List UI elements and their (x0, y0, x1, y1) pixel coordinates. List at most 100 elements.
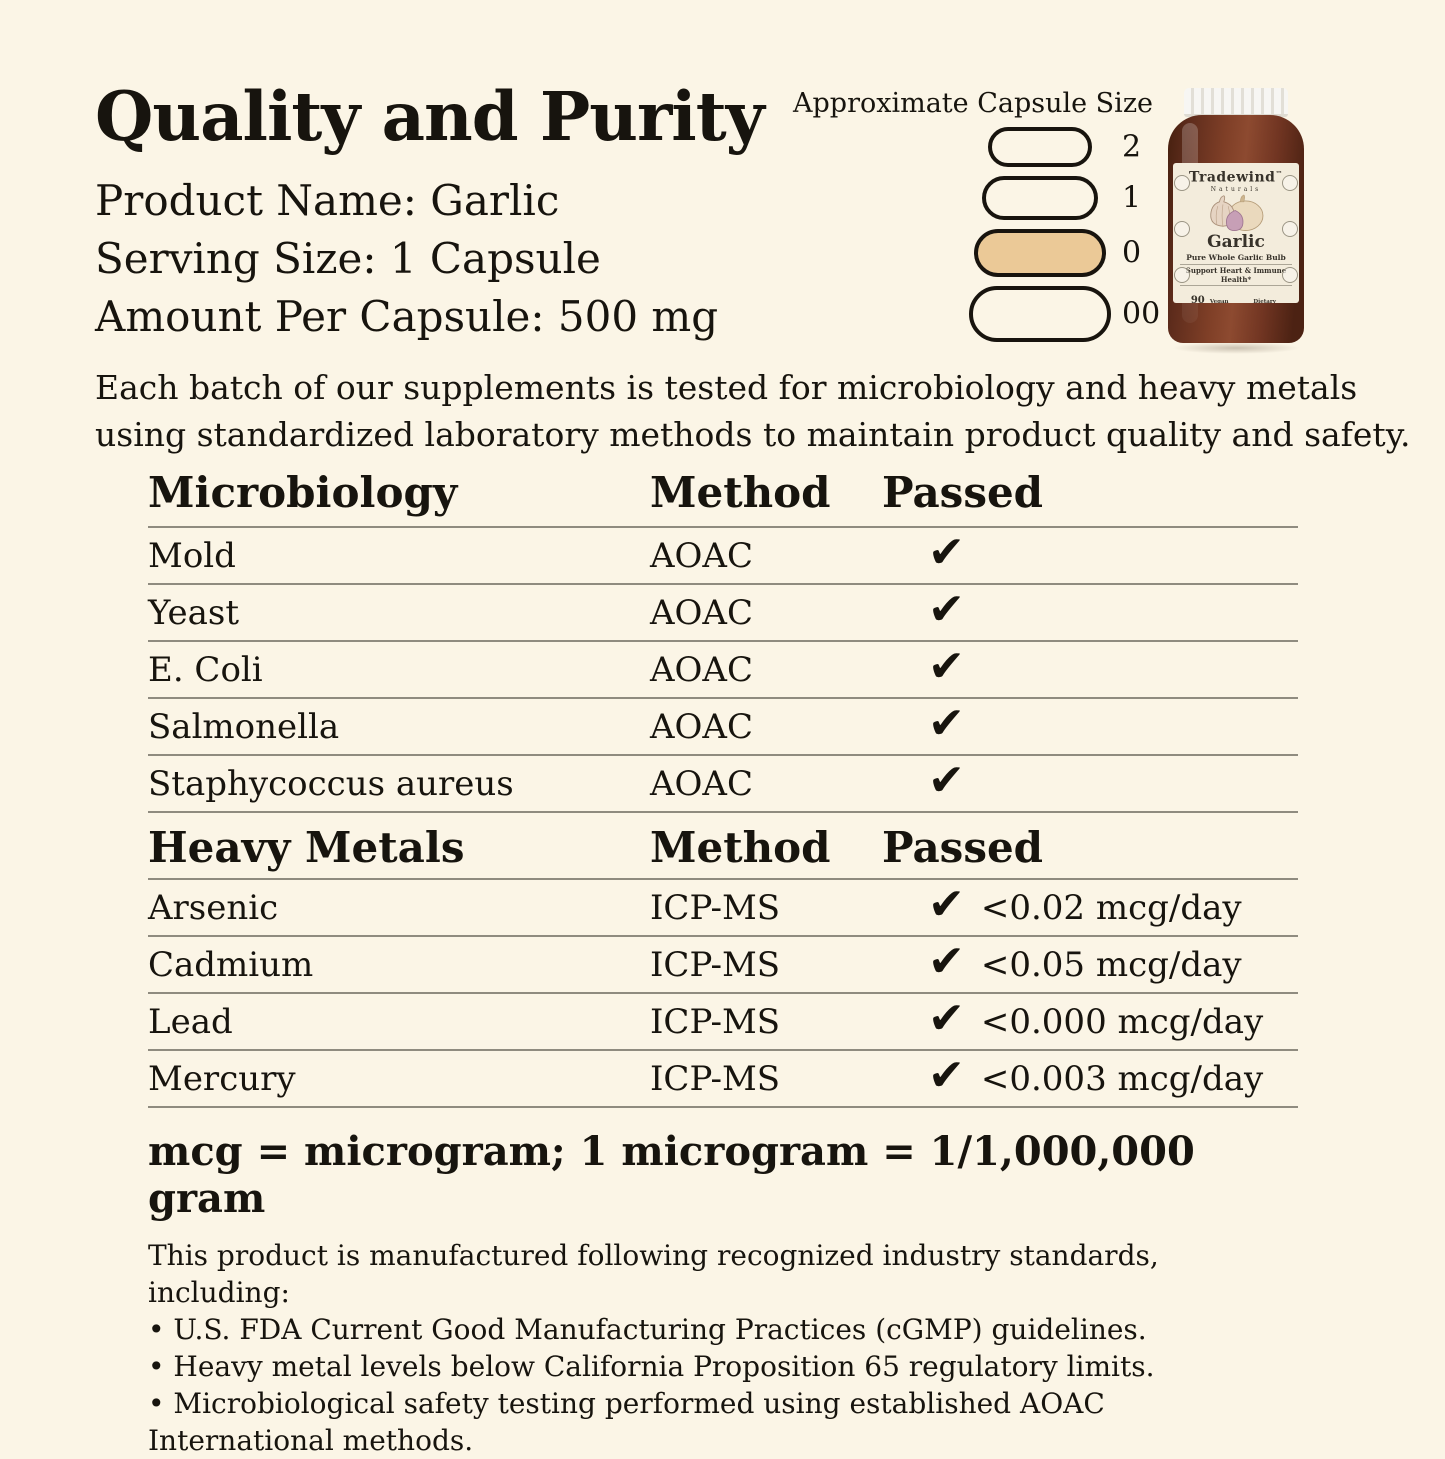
standards-item: • Heavy metal levels below California Pr… (148, 1350, 1155, 1383)
garlic-illustration (1173, 194, 1299, 234)
capsule-size-label: 00 (1122, 296, 1161, 332)
label-badge-icon (1174, 267, 1190, 283)
label-badge-icon (1174, 221, 1190, 237)
product-info: Product Name: Garlic Serving Size: 1 Cap… (95, 172, 718, 346)
check-icon: ✔ (928, 640, 965, 692)
bottle-cap (1184, 88, 1288, 117)
test-method: ICP-MS (650, 887, 781, 928)
table-row: Yeast AOAC ✔ (148, 585, 1298, 642)
table-row: Arsenic ICP-MS ✔ <0.02 mcg/day (148, 880, 1298, 937)
test-result: ✔ <0.000 mcg/day (882, 992, 1298, 1044)
microbiology-table: Microbiology Method Passed Mold AOAC ✔ (148, 468, 1298, 813)
standards-item: • U.S. FDA Current Good Manufacturing Pr… (148, 1313, 1147, 1346)
capsule-size-label: 0 (1122, 235, 1142, 271)
test-result: ✔ (882, 754, 1298, 806)
table-row: Mold AOAC ✔ (148, 528, 1298, 585)
capsule-size-label: 1 (1122, 180, 1142, 216)
product-bottle-image: Tradewind™ Naturals Garlic Pure Whole Ga… (1166, 88, 1306, 354)
capsule-count: 90 (1190, 294, 1205, 303)
heavy-metals-table: Heavy Metals Method Passed Arsenic ICP-M… (148, 823, 1298, 1108)
capsule-size-row: 1 (880, 176, 1240, 220)
trademark-symbol: ™ (1275, 169, 1283, 178)
check-icon: ✔ (928, 935, 965, 987)
test-result: ✔ (882, 530, 1298, 578)
standards-intro: This product is manufactured following r… (148, 1239, 1159, 1309)
test-method: AOAC (650, 763, 753, 804)
test-value: <0.05 mcg/day (980, 944, 1242, 985)
standards-block: This product is manufactured following r… (148, 1237, 1298, 1459)
table-row: Staphycoccus aureus AOAC ✔ (148, 756, 1298, 813)
bottle-label: Tradewind™ Naturals Garlic Pure Whole Ga… (1173, 163, 1299, 303)
table-row: Salmonella AOAC ✔ (148, 699, 1298, 756)
check-icon: ✔ (928, 1049, 965, 1101)
capsule-shape (974, 229, 1106, 277)
capsule-size-row: 0 (880, 229, 1240, 277)
test-method: AOAC (650, 706, 753, 747)
product-info-line: Product Name: Garlic (95, 176, 560, 225)
supplement-type: Dietary Supplement (1253, 298, 1276, 303)
page-title: Quality and Purity (95, 77, 765, 156)
capsule-shape (988, 127, 1092, 167)
capsule-count-unit: Vegan Capsules (1209, 298, 1229, 303)
check-icon: ✔ (928, 583, 965, 635)
test-name: Lead (148, 1001, 233, 1042)
bottle-claim: Support Heart & Immune Health* (1180, 263, 1292, 286)
test-result: ✔ <0.02 mcg/day (882, 878, 1298, 930)
intro-line: using standardized laboratory methods to… (95, 415, 1411, 454)
bottle-body: Tradewind™ Naturals Garlic Pure Whole Ga… (1168, 115, 1304, 343)
table-row: Lead ICP-MS ✔ <0.000 mcg/day (148, 994, 1298, 1051)
test-name: E. Coli (148, 649, 263, 690)
bottle-shadow (1172, 342, 1300, 354)
check-icon: ✔ (928, 697, 965, 749)
test-method: AOAC (650, 535, 753, 576)
standards-item: • Microbiological safety testing perform… (148, 1387, 1105, 1457)
label-badge-icon (1282, 221, 1298, 237)
test-value: <0.003 mcg/day (980, 1058, 1264, 1099)
column-header-test: Heavy Metals (148, 823, 465, 872)
test-value: <0.02 mcg/day (980, 887, 1242, 928)
test-results: Microbiology Method Passed Mold AOAC ✔ (148, 468, 1298, 1459)
test-method: AOAC (650, 592, 753, 633)
bottle-brand-sub: Naturals (1210, 185, 1262, 193)
test-method: ICP-MS (650, 1001, 781, 1042)
column-header-passed: Passed (882, 468, 1044, 517)
check-icon: ✔ (928, 878, 965, 930)
test-result: ✔ (882, 583, 1298, 635)
capsule-size-row: 00 (880, 286, 1240, 342)
bottle-label-bottom: 90 Vegan Capsules Dietary Supplement (1173, 286, 1299, 303)
test-result: ✔ (882, 697, 1298, 749)
test-name: Arsenic (148, 887, 279, 928)
test-result: ✔ (882, 640, 1298, 692)
test-method: ICP-MS (650, 1058, 781, 1099)
product-info-line: Serving Size: 1 Capsule (95, 234, 601, 283)
test-value: <0.000 mcg/day (980, 1001, 1264, 1042)
product-info-line: Amount Per Capsule: 500 mg (95, 292, 719, 341)
capsule-size-title: Approximate Capsule Size (793, 88, 1154, 119)
test-method: AOAC (650, 649, 753, 690)
capsule-size-chart: 2 1 0 00 (880, 127, 1240, 351)
bottle-tagline: Pure Whole Garlic Bulb (1186, 252, 1286, 262)
heavy-metals-table-header: Heavy Metals Method Passed (148, 823, 1298, 880)
capsule-shape (982, 176, 1098, 220)
label-badge-icon (1282, 175, 1298, 191)
microbiology-table-header: Microbiology Method Passed (148, 468, 1298, 528)
table-row: E. Coli AOAC ✔ (148, 642, 1298, 699)
capsule-shape (969, 286, 1111, 342)
test-result: ✔ <0.003 mcg/day (882, 1049, 1298, 1101)
intro-paragraph: Each batch of our supplements is tested … (95, 364, 1410, 458)
mcg-footnote: mcg = microgram; 1 microgram = 1/1,000,0… (148, 1128, 1195, 1222)
test-method: ICP-MS (650, 944, 781, 985)
column-header-test: Microbiology (148, 468, 458, 517)
table-row: Cadmium ICP-MS ✔ <0.05 mcg/day (148, 937, 1298, 994)
capsule-size-row: 2 (880, 127, 1240, 167)
test-result: ✔ <0.05 mcg/day (882, 935, 1298, 987)
bottle-product-name: Garlic (1207, 231, 1265, 252)
table-row: Mercury ICP-MS ✔ <0.003 mcg/day (148, 1051, 1298, 1108)
column-header-method: Method (650, 823, 831, 872)
test-name: Mercury (148, 1058, 296, 1099)
test-name: Yeast (148, 592, 239, 633)
test-name: Salmonella (148, 706, 340, 747)
check-icon: ✔ (928, 992, 965, 1044)
label-badge-icon (1174, 175, 1190, 191)
check-icon: ✔ (928, 754, 965, 806)
